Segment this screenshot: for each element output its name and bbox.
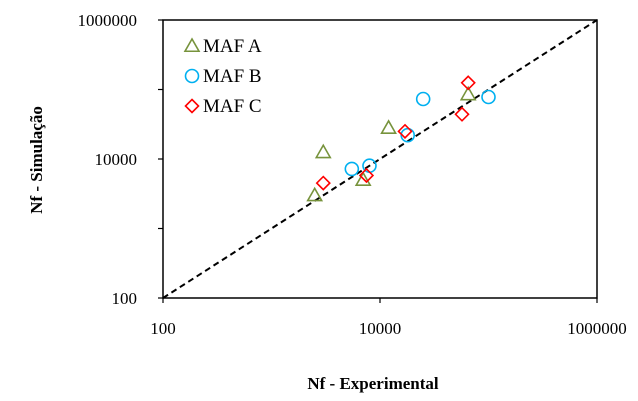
- data-point: [315, 175, 331, 191]
- series-maf-c: [315, 75, 476, 191]
- y-tick-label: 1000000: [78, 11, 138, 30]
- data-point: [314, 143, 332, 159]
- data-point: [380, 119, 397, 134]
- data-point: [481, 89, 496, 105]
- data-point: [306, 186, 324, 202]
- data-point: [459, 85, 477, 101]
- x-tick-label: 1000000: [567, 319, 627, 338]
- x-tick-label: 10000: [359, 319, 402, 338]
- data-point: [454, 106, 470, 122]
- reference-line: [162, 19, 598, 299]
- x-axis-title: Nf - Experimental: [307, 374, 439, 393]
- legend-label: MAF C: [203, 96, 262, 117]
- y-tick-label: 10000: [95, 150, 138, 169]
- series-maf-a: [306, 85, 477, 202]
- legend-marker: [184, 98, 200, 114]
- legend-label: MAF A: [203, 36, 262, 57]
- data-point: [344, 161, 360, 177]
- data-point: [415, 91, 431, 107]
- y-axis-title: Nf - Simulação: [27, 106, 46, 214]
- plot-area: [162, 19, 598, 299]
- series-maf-b: [344, 89, 496, 177]
- y-tick-label: 100: [112, 289, 138, 308]
- x-tick-label: 100: [150, 319, 176, 338]
- legend-entry: MAF B: [184, 66, 262, 87]
- legend-marker: [183, 37, 201, 53]
- data-point: [460, 75, 476, 91]
- data-point: [397, 123, 413, 139]
- legend: MAF A MAF B MAF C: [183, 36, 262, 117]
- data-point: [400, 127, 415, 143]
- legend-label: MAF B: [203, 66, 262, 87]
- axes: 100 10000 1000000 100 10000 1000000: [78, 11, 627, 338]
- legend-entry: MAF C: [184, 96, 262, 117]
- legend-entry: MAF A: [183, 36, 262, 57]
- legend-marker: [184, 68, 200, 84]
- data-point: [358, 167, 375, 184]
- data-point: [354, 171, 372, 186]
